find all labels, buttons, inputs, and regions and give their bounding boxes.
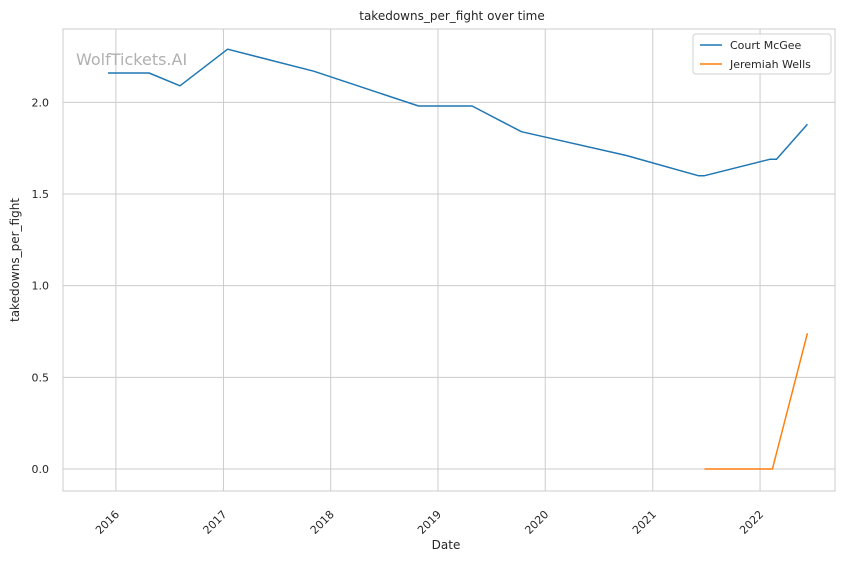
y-tick-label: 1.0 bbox=[32, 280, 50, 293]
watermark: WolfTickets.AI bbox=[76, 50, 187, 69]
series-lines bbox=[108, 48, 809, 470]
x-tick-label: 2018 bbox=[308, 508, 337, 537]
x-tick-label: 2020 bbox=[522, 508, 551, 537]
plot-area bbox=[62, 28, 836, 492]
legend: Court McGee Jeremiah Wells bbox=[692, 33, 832, 75]
x-tick-label: 2016 bbox=[93, 508, 122, 537]
legend-entry: Court McGee bbox=[730, 39, 802, 52]
y-axis-label: takedowns_per_fight bbox=[8, 198, 22, 322]
series-line-1 bbox=[704, 333, 809, 470]
x-tick-label: 2017 bbox=[201, 508, 230, 537]
x-tick-label: 2022 bbox=[737, 508, 766, 537]
chart-title: takedowns_per_fight over time bbox=[359, 9, 545, 23]
y-tick-label: 0.5 bbox=[32, 371, 50, 384]
x-axis-label: Date bbox=[432, 538, 461, 552]
x-axis-ticks: 2016 2017 2018 2019 2020 2021 2022 bbox=[93, 508, 766, 537]
y-tick-label: 2.0 bbox=[32, 96, 50, 109]
legend-entry: Jeremiah Wells bbox=[729, 58, 811, 71]
gridlines bbox=[63, 29, 835, 491]
y-axis-ticks: 0.0 0.5 1.0 1.5 2.0 bbox=[32, 96, 50, 476]
x-tick-label: 2021 bbox=[630, 508, 659, 537]
y-tick-label: 0.0 bbox=[32, 463, 50, 476]
legend-box bbox=[692, 33, 832, 75]
y-tick-label: 1.5 bbox=[32, 188, 50, 201]
series-line-0 bbox=[108, 48, 808, 177]
x-tick-label: 2019 bbox=[415, 508, 444, 537]
